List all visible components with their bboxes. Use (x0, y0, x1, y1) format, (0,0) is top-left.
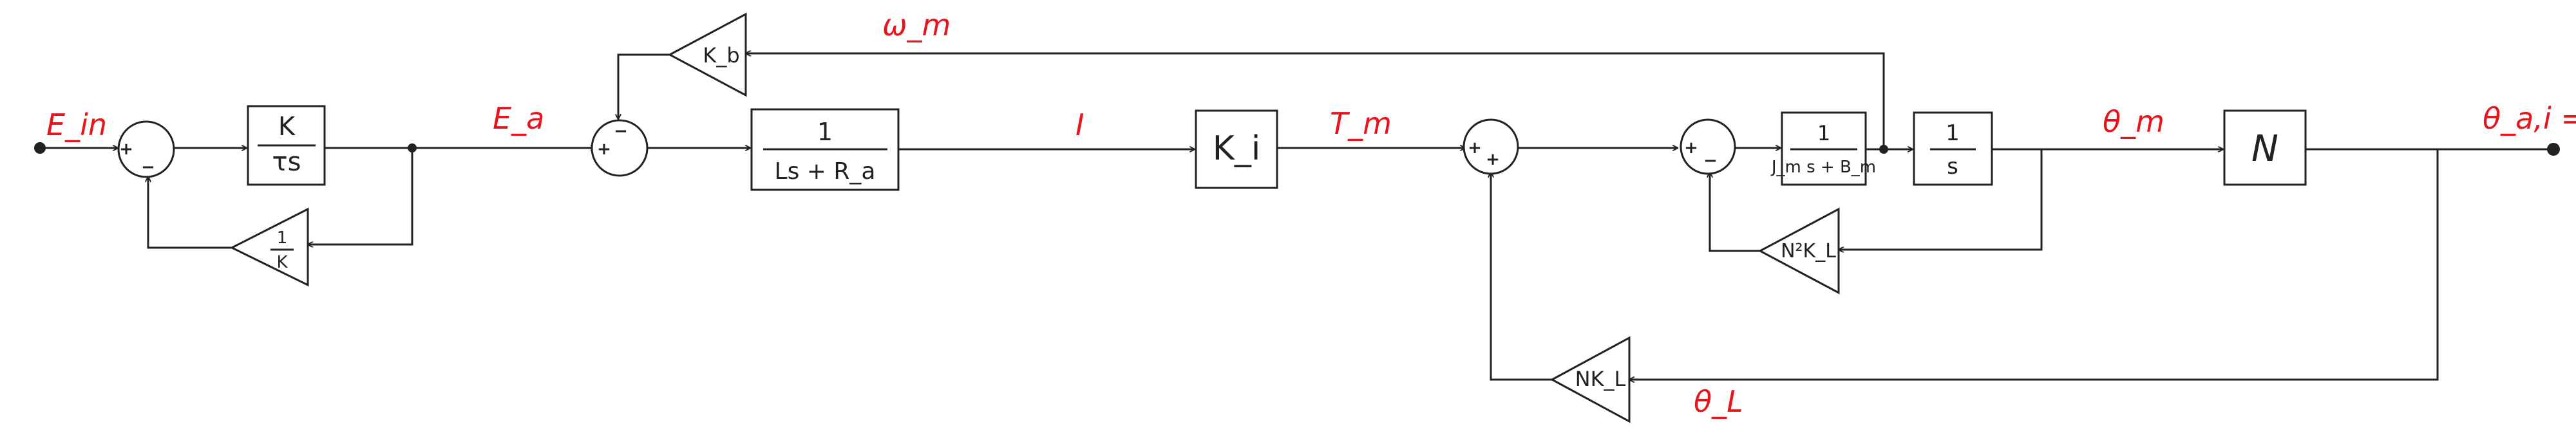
signal-theta-l: θ_L (1694, 384, 1743, 419)
gain-nkl: NK_L (1549, 336, 1631, 423)
signal-torque-m: T_m (1330, 106, 1392, 141)
summing-junction-1: + − (117, 120, 175, 178)
summing-junction-2: − + (591, 119, 649, 177)
signal-e-a: E_a (493, 101, 544, 136)
wire-kb-feedback-out (618, 53, 670, 119)
inv-k-numerator: 1 (277, 228, 288, 248)
k-tau-numerator: K (278, 112, 296, 142)
output-terminal (2547, 143, 2560, 156)
n2kl-label: N²K_L (1781, 240, 1836, 263)
gain-n2kl: N²K_L (1757, 207, 1840, 295)
armature-numerator: 1 (817, 118, 833, 146)
pickoff-point-ea (408, 143, 417, 152)
signal-omega-m: ω_m (882, 8, 951, 42)
armature-denominator: Ls + R_a (775, 158, 876, 185)
block-motor: 1 J_m s + B_m (1770, 111, 1876, 186)
sj1-ref-sign: + (119, 140, 133, 159)
block-integrator: 1 s (1913, 111, 1993, 186)
wire-inv-k-feedback-out (148, 177, 232, 249)
summing-junction-3: + + (1463, 118, 1519, 175)
k-tau-denominator: τs (272, 147, 301, 177)
signal-labels: E_in E_a ω_m I T_m θ_m θ_a,i = θ_L θ_L (46, 8, 2576, 419)
signal-theta-m: θ_m (2103, 104, 2164, 139)
sj1-fb-sign: − (141, 158, 155, 177)
block-armature: 1 Ls + R_a (750, 108, 900, 191)
integrator-denominator: s (1947, 154, 1958, 180)
sj3-left-sign: + (1468, 138, 1482, 158)
pickoff-point-omega (1879, 145, 1888, 154)
motor-denominator: J_m s + B_m (1770, 158, 1876, 177)
block-k-over-tau-s: K τs (247, 105, 326, 186)
signal-theta-out: θ_a,i = θ_L (2483, 101, 2576, 136)
motor-numerator: 1 (1817, 121, 1830, 145)
sj3-bottom-sign: + (1486, 150, 1500, 169)
wire-kb-feedback-in (746, 53, 1885, 149)
block-ki: K_i (1195, 109, 1278, 189)
sj2-top-sign: − (614, 122, 628, 141)
summing-junction-4: + − (1680, 118, 1736, 175)
gain-kb: K_b (667, 12, 747, 97)
sj4-left-sign: + (1684, 138, 1698, 158)
ki-label: K_i (1213, 129, 1261, 168)
wire-n2kl-feedback-in (1839, 149, 2043, 250)
inv-k-denominator: K (276, 253, 288, 272)
terminals (34, 142, 2560, 156)
wires (40, 53, 2553, 380)
kb-label: K_b (703, 43, 739, 68)
nkl-label: NK_L (1575, 367, 1626, 391)
wire-nkl-feedback-in (1629, 149, 2439, 380)
sj2-left-sign: + (597, 140, 611, 159)
signal-e-in: E_in (46, 107, 107, 142)
input-terminal (34, 142, 46, 154)
wire-inv-k-feedback-in (308, 148, 413, 244)
sj4-bottom-sign: − (1703, 151, 1718, 170)
wire-nkl-feedback-out (1491, 172, 1552, 381)
gain-inverse-k: 1 K (229, 207, 309, 287)
gear-ratio-label: N (2251, 128, 2278, 170)
integrator-numerator: 1 (1946, 120, 1960, 146)
signal-current: I (1075, 107, 1084, 142)
block-gear-ratio: N (2223, 109, 2307, 186)
wire-n2kl-feedback-out (1710, 172, 1760, 252)
